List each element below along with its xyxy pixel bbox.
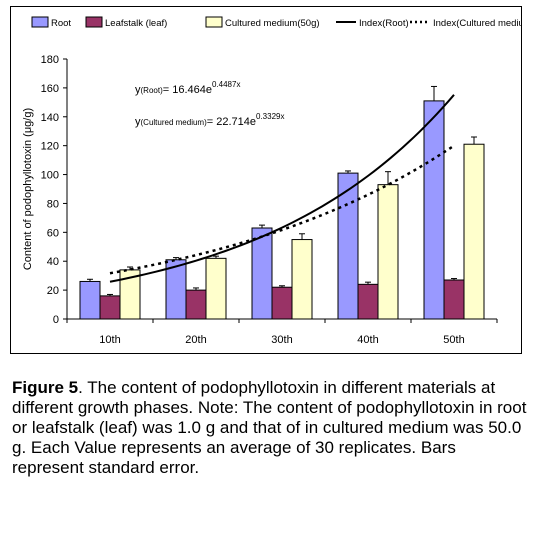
- bar-cultured-medium-50g-: [291, 239, 313, 320]
- equation-root: y(Root)= 16.464e0.4487x: [135, 80, 240, 96]
- y-tick-label: 120: [41, 141, 59, 153]
- bar-root: [79, 280, 101, 320]
- bar-leafstalk-leaf-: [443, 279, 465, 320]
- y-tick-label: 60: [47, 227, 59, 239]
- legend-label-index-cultured-medium-: Index(Cultured medium): [433, 18, 521, 29]
- bar-cultured-medium-50g-: [463, 143, 485, 320]
- y-tick-label: 100: [41, 170, 59, 182]
- figure-caption: Figure 5. The content of podophyllotoxin…: [12, 378, 527, 478]
- x-tick-label: 40th: [357, 334, 378, 346]
- y-tick-label: 80: [47, 198, 59, 210]
- y-tick-label: 0: [53, 314, 59, 326]
- legend-label-index-root-: Index(Root): [359, 18, 409, 29]
- y-axis-label: Content of podophyllotoxin (μg/g): [22, 108, 34, 270]
- chart: 0 20 40 60 80 100 120 140 160 180 10th 20th 30th 40th…: [22, 16, 521, 346]
- y-tick-label: 160: [41, 83, 59, 95]
- legend-swatch-leafstalk-leaf-: [85, 16, 103, 28]
- equation-cultured-medium: y(Cultured medium)= 22.714e0.3329x: [135, 112, 284, 128]
- bar-root: [251, 227, 273, 320]
- legend-label-cultured-medium-50g-: Cultured medium(50g): [225, 18, 320, 29]
- bar-cultured-medium-50g-: [377, 184, 399, 320]
- figure-frame: 0 20 40 60 80 100 120 140 160 180 10th 20th 30th 40th…: [10, 6, 522, 354]
- legend-swatch-cultured-medium-50g-: [205, 16, 223, 28]
- x-tick-label: 50th: [443, 334, 464, 346]
- y-tick-label: 40: [47, 256, 59, 268]
- y-tick-label: 140: [41, 112, 59, 124]
- bar-root: [423, 100, 445, 320]
- legend-label-leafstalk-leaf-: Leafstalk (leaf): [105, 18, 167, 29]
- bar-leafstalk-leaf-: [357, 283, 379, 320]
- y-tick-label: 20: [47, 285, 59, 297]
- bar-leafstalk-leaf-: [99, 295, 121, 320]
- bar-leafstalk-leaf-: [185, 289, 207, 320]
- x-tick-label: 10th: [99, 334, 120, 346]
- fit-curve-index-cultured-medium-: [109, 144, 455, 275]
- y-tick-label: 180: [41, 54, 59, 66]
- caption-text: . The content of podophyllotoxin in diff…: [12, 378, 527, 477]
- bar-leafstalk-leaf-: [271, 286, 293, 320]
- fit-curve-index-root-: [109, 94, 455, 283]
- caption-label: Figure 5: [12, 378, 79, 397]
- legend-label-root: Root: [51, 18, 71, 29]
- legend-swatch-root: [31, 16, 49, 28]
- bar-cultured-medium-50g-: [205, 257, 227, 320]
- x-tick-label: 20th: [185, 334, 206, 346]
- x-tick-label: 30th: [271, 334, 292, 346]
